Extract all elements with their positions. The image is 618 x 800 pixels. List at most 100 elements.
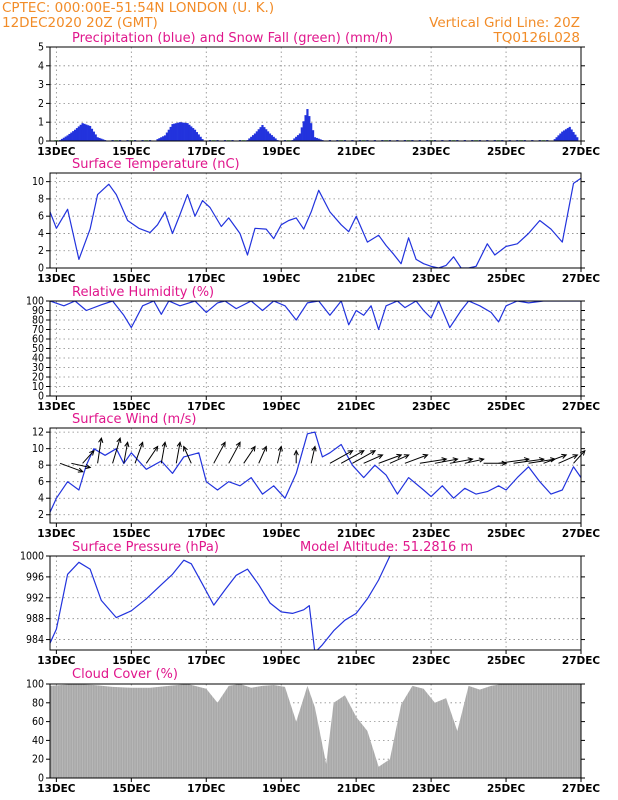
precip-bar: [92, 131, 95, 141]
precip-bar: [87, 125, 90, 141]
precip-bar: [160, 137, 163, 141]
wind-arrow: [97, 436, 104, 464]
temp-frame: [49, 172, 582, 269]
wind-arrow-shaft: [183, 446, 192, 464]
precip-bar: [81, 123, 84, 141]
pressure-xtick-label: 17DEC: [187, 655, 226, 667]
wind-arrow-shaft: [243, 446, 256, 464]
precip-bar: [180, 122, 184, 141]
wind-arrow-shaft: [558, 454, 578, 464]
precip-bar: [274, 138, 277, 141]
precip-bar: [268, 133, 272, 141]
precip-bar: [568, 126, 571, 141]
wind-title: Surface Wind (m/s): [72, 412, 196, 427]
precip-bar: [250, 136, 253, 141]
pressure-xtick-label: 25DEC: [487, 655, 526, 667]
wind-series-line: [50, 431, 581, 513]
precip-bar: [163, 135, 167, 141]
wind-arrow-head: [262, 445, 267, 452]
precip-panel: 0 1 2 3 4 5 13DEC 15DEC 17DEC 19DEC 21DEC 23DEC 25DE…: [37, 42, 600, 159]
wind-arrow-shaft: [573, 450, 586, 464]
precip-bar: [193, 129, 197, 141]
wind-arrow: [483, 460, 508, 466]
precip-bar: [559, 133, 562, 141]
pressure-xtick-label: 27DEC: [562, 655, 601, 667]
humidity-xtick-label: 17DEC: [187, 401, 226, 413]
precip-bar: [178, 122, 182, 141]
temp-xtick-label: 17DEC: [187, 273, 226, 285]
header-grid-note: Vertical Grid Line: 20Z: [429, 15, 580, 31]
wind-arrow: [352, 450, 377, 464]
precip-ytick-label: 3: [38, 79, 44, 91]
wind-arrow: [112, 437, 122, 464]
wind-arrow: [340, 450, 365, 464]
wind-arrow-head: [422, 453, 429, 459]
pressure-series-line: [50, 556, 391, 650]
wind-arrow-head: [220, 441, 226, 448]
precip-bar: [566, 128, 569, 141]
wind-arrow: [276, 445, 283, 464]
precip-title: Precipitation (blue) and Snow Fall (gree…: [72, 31, 393, 46]
humidity-ytick-label: 90: [32, 305, 44, 317]
wind-arrow: [175, 441, 182, 464]
wind-panel: 2 4 6 8 10 12 13DEC 15DEC 17DEC 19DEC 21DEC 23DEC 25…: [32, 427, 600, 540]
precip-bar: [175, 123, 178, 141]
cloud-title: Cloud Cover (%): [72, 667, 178, 682]
humidity-ytick-label: 30: [32, 362, 44, 374]
precip-bar: [74, 129, 77, 141]
wind-xtick-label: 19DEC: [262, 528, 301, 540]
precip-bar: [90, 128, 94, 141]
wind-arrow: [363, 454, 384, 464]
pressure-ytick-label: 984: [26, 634, 44, 646]
wind-arrow-shaft: [123, 442, 129, 464]
wind-arrow: [71, 462, 92, 470]
precip-bar: [100, 138, 103, 141]
precip-bar: [190, 126, 193, 141]
cloud-xtick-label: 19DEC: [262, 783, 301, 795]
wind-arrow-head: [358, 450, 365, 456]
precip-xtick-label: 13DEC: [37, 146, 76, 158]
humidity-ytick-label: 40: [32, 353, 44, 365]
cloud-ytick-label: 0: [38, 773, 44, 785]
cloud-xtick-label: 15DEC: [112, 783, 151, 795]
wind-arrow-head: [176, 441, 182, 448]
precip-bar: [94, 134, 97, 141]
wind-ytick-label: 8: [38, 460, 44, 472]
precip-ytick-label: 0: [38, 136, 44, 148]
wind-arrow-shaft: [528, 458, 556, 464]
precip-bar: [263, 127, 266, 141]
humidity-ytick-label: 80: [32, 315, 44, 327]
wind-arrow-head: [89, 449, 95, 456]
pressure-xtick-label: 13DEC: [37, 655, 76, 667]
wind-arrow-shaft: [352, 450, 376, 464]
wind-arrow: [160, 441, 167, 464]
temp-xtick-label: 15DEC: [112, 273, 151, 285]
wind-ytick-label: 10: [32, 443, 44, 455]
wind-arrow: [464, 457, 485, 464]
wind-arrow-head: [293, 449, 299, 456]
wind-arrow: [498, 457, 530, 464]
precip-bar: [75, 128, 79, 141]
precip-bar: [83, 123, 86, 141]
precip-bar: [317, 138, 320, 141]
cloud-ytick-label: 60: [32, 716, 44, 728]
precip-bar: [165, 132, 169, 141]
precip-bar: [572, 132, 575, 141]
header-location: CPTEC: 000:00E-51:54N LONDON (U. K.): [2, 0, 274, 16]
temp-title: Surface Temperature (nC): [72, 157, 240, 172]
wind-arrow: [82, 449, 95, 464]
wind-xtick-label: 15DEC: [112, 528, 151, 540]
temp-xtick-label: 25DEC: [487, 273, 526, 285]
pressure-xtick-label: 15DEC: [112, 655, 151, 667]
wind-arrow: [258, 445, 267, 464]
wind-arrow-shaft: [419, 458, 447, 464]
precip-xtick-label: 19DEC: [262, 146, 301, 158]
humidity-series-line: [50, 301, 581, 331]
precip-bar: [561, 131, 564, 141]
wind-arrow-shaft: [175, 442, 181, 464]
precip-bar: [173, 123, 176, 141]
pressure-altitude-note: Model Altitude: 51.2816 m: [300, 540, 473, 555]
precip-xtick-label: 27DEC: [562, 146, 601, 158]
wind-arrow-head: [77, 467, 84, 473]
